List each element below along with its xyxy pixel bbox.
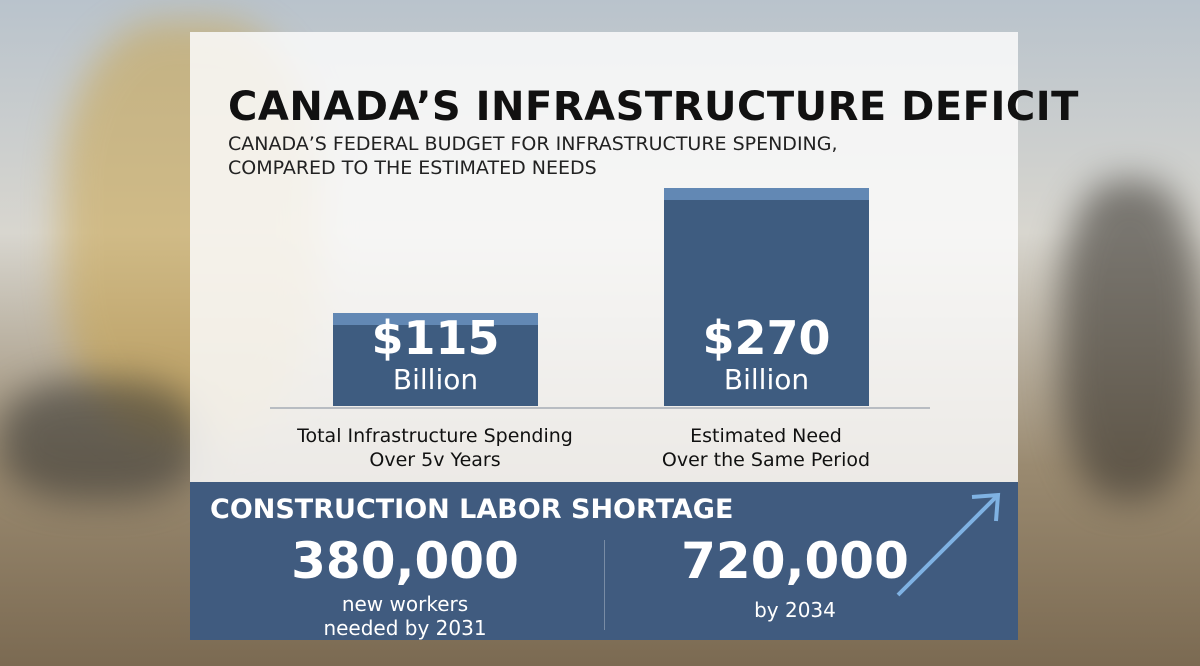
- bar: [333, 313, 538, 406]
- value-label-unit: Billion: [723, 363, 810, 396]
- arrow: [896, 492, 1001, 597]
- value-label-unit: Billion: [392, 363, 479, 396]
- chart-title: CANADA’S INFRASTRUCTURE DEFICIT: [228, 84, 1079, 130]
- labor-title: CONSTRUCTION LABOR SHORTAGE: [210, 494, 734, 525]
- value-label-number: $115: [371, 311, 500, 365]
- value-label: $115 Billion: [333, 312, 538, 396]
- stat-text: new workers needed by 2031: [323, 592, 487, 640]
- stat-text: by 2034: [754, 598, 836, 622]
- category-label: Estimated Need Over the Same Period: [661, 425, 871, 471]
- chart-subtitle: CANADA’S FEDERAL BUDGET FOR INFRASTRUCTU…: [228, 133, 838, 179]
- divider: [604, 540, 605, 630]
- baseline: [270, 407, 930, 409]
- bar: [664, 188, 869, 406]
- value-label: $270 Billion: [664, 312, 869, 396]
- labor-band: [190, 482, 1018, 640]
- value-label-number: $270: [702, 311, 831, 365]
- stat-value: 380,000: [291, 532, 519, 590]
- stat-value: 720,000: [681, 532, 909, 590]
- category-label: Total Infrastructure Spending Over 5v Ye…: [297, 425, 573, 471]
